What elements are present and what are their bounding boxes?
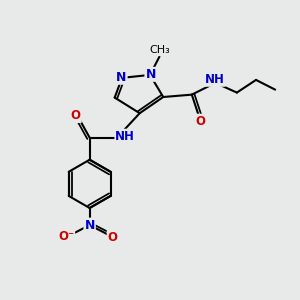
Text: NH: NH xyxy=(115,130,135,143)
Text: O: O xyxy=(71,109,81,122)
Text: O: O xyxy=(195,115,205,128)
Text: CH₃: CH₃ xyxy=(149,45,170,55)
Text: O: O xyxy=(108,231,118,244)
Text: NH: NH xyxy=(205,73,225,86)
Text: N: N xyxy=(116,71,127,84)
Text: N: N xyxy=(85,219,95,232)
Text: O⁻: O⁻ xyxy=(58,230,74,243)
Text: N: N xyxy=(146,68,156,81)
